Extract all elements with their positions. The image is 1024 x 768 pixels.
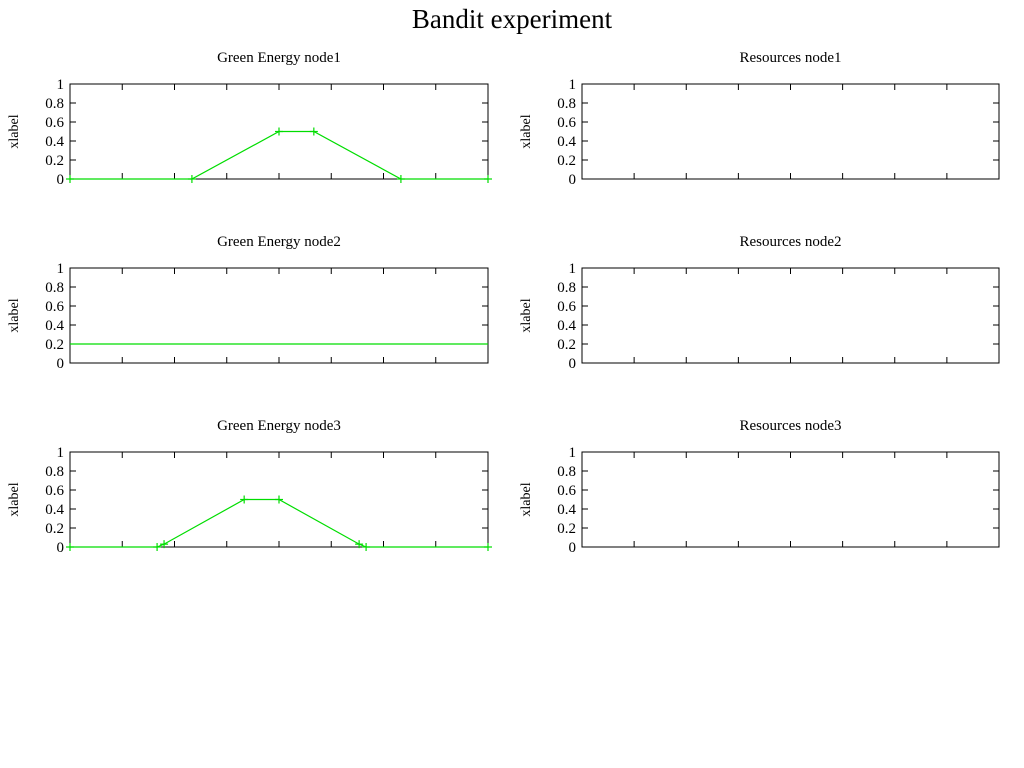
figure-title: Bandit experiment — [411, 4, 613, 34]
y-tick-label: 0.4 — [45, 502, 64, 518]
data-point — [66, 175, 74, 183]
y-tick-label: 0 — [57, 540, 65, 556]
data-point — [275, 127, 283, 136]
data-point — [362, 543, 371, 551]
chart-title: Green Energy node2 — [217, 234, 341, 250]
chart-panel-1: Green Energy node1 0 0.2 0.4 0.6 0.8 1 xlabel — [7, 50, 492, 188]
series-line — [70, 130, 488, 180]
y-tick-label: 0.8 — [557, 464, 576, 480]
chart-panel-2: Resources node1 0 0.2 0.4 0.6 0.8 1 xlabel — [519, 50, 1000, 188]
y-tick-label: 1 — [569, 445, 577, 461]
series-line — [70, 498, 488, 548]
data-point — [66, 543, 74, 551]
y-axis-label: xlabel — [519, 114, 534, 148]
y-tick-label: 0.8 — [45, 96, 64, 112]
chart-title: Resources node2 — [739, 234, 841, 250]
data-point — [484, 175, 492, 183]
y-tick-label: 1 — [569, 77, 577, 93]
y-axis-label: xlabel — [7, 482, 22, 516]
y-tick-label: 0.4 — [557, 134, 576, 150]
y-axis-label: xlabel — [519, 482, 534, 516]
y-tick-label: 0.4 — [45, 134, 64, 150]
y-axis-label: xlabel — [7, 298, 22, 332]
y-tick-label: 0 — [57, 356, 65, 372]
y-tick-label: 0.6 — [45, 115, 64, 131]
data-point — [153, 543, 162, 551]
y-tick-label: 1 — [569, 261, 577, 277]
chart-panel-5: Green Energy node3 0 0.2 0.4 0.6 0.8 1 xlabel — [7, 418, 492, 556]
y-tick-label: 0.2 — [557, 337, 576, 353]
chart-panel-3: Green Energy node2 0 0.2 0.4 0.6 0.8 1 xlabel — [7, 234, 489, 372]
chart-panel-6: Resources node3 0 0.2 0.4 0.6 0.8 1 xlabel — [519, 418, 1000, 556]
y-axis-label: xlabel — [519, 298, 534, 332]
y-tick-label: 0 — [569, 172, 577, 188]
data-point — [484, 543, 492, 551]
data-point — [240, 495, 249, 504]
y-tick-label: 1 — [57, 445, 65, 461]
chart-title: Green Energy node1 — [217, 50, 341, 66]
y-tick-label: 0.6 — [557, 115, 576, 131]
data-point — [187, 175, 196, 183]
plot-frame — [581, 83, 1000, 180]
y-tick-label: 0.8 — [45, 280, 64, 296]
y-tick-label: 0.8 — [557, 96, 576, 112]
y-tick-label: 0.8 — [45, 464, 64, 480]
y-tick-label: 0.2 — [45, 337, 64, 353]
data-point — [160, 540, 169, 549]
y-tick-label: 0.8 — [557, 280, 576, 296]
y-tick-label: 0.6 — [557, 483, 576, 499]
chart-title: Resources node1 — [739, 50, 841, 66]
plot-frame — [69, 267, 489, 364]
data-point — [309, 127, 318, 136]
y-tick-label: 0 — [569, 356, 577, 372]
y-tick-label: 0 — [57, 172, 65, 188]
data-point — [355, 540, 364, 549]
y-tick-label: 0.6 — [45, 483, 64, 499]
y-tick-label: 0.4 — [557, 502, 576, 518]
y-tick-label: 1 — [57, 261, 65, 277]
y-tick-label: 0.2 — [557, 521, 576, 537]
y-tick-label: 0 — [569, 540, 577, 556]
chart-panel-4: Resources node2 0 0.2 0.4 0.6 0.8 1 xlabel — [519, 234, 1000, 372]
y-tick-label: 0.6 — [45, 299, 64, 315]
y-axis-label: xlabel — [7, 114, 22, 148]
y-tick-label: 0.2 — [45, 521, 64, 537]
y-tick-label: 0.2 — [557, 153, 576, 169]
chart-title: Green Energy node3 — [217, 418, 341, 434]
data-point — [275, 495, 283, 504]
y-tick-label: 0.6 — [557, 299, 576, 315]
y-tick-label: 1 — [57, 77, 65, 93]
y-tick-label: 0.4 — [45, 318, 64, 334]
y-tick-label: 0.2 — [45, 153, 64, 169]
data-point — [396, 175, 405, 183]
plot-frame — [581, 267, 1000, 364]
chart-title: Resources node3 — [739, 418, 841, 434]
y-tick-label: 0.4 — [557, 318, 576, 334]
plot-frame — [581, 451, 1000, 548]
